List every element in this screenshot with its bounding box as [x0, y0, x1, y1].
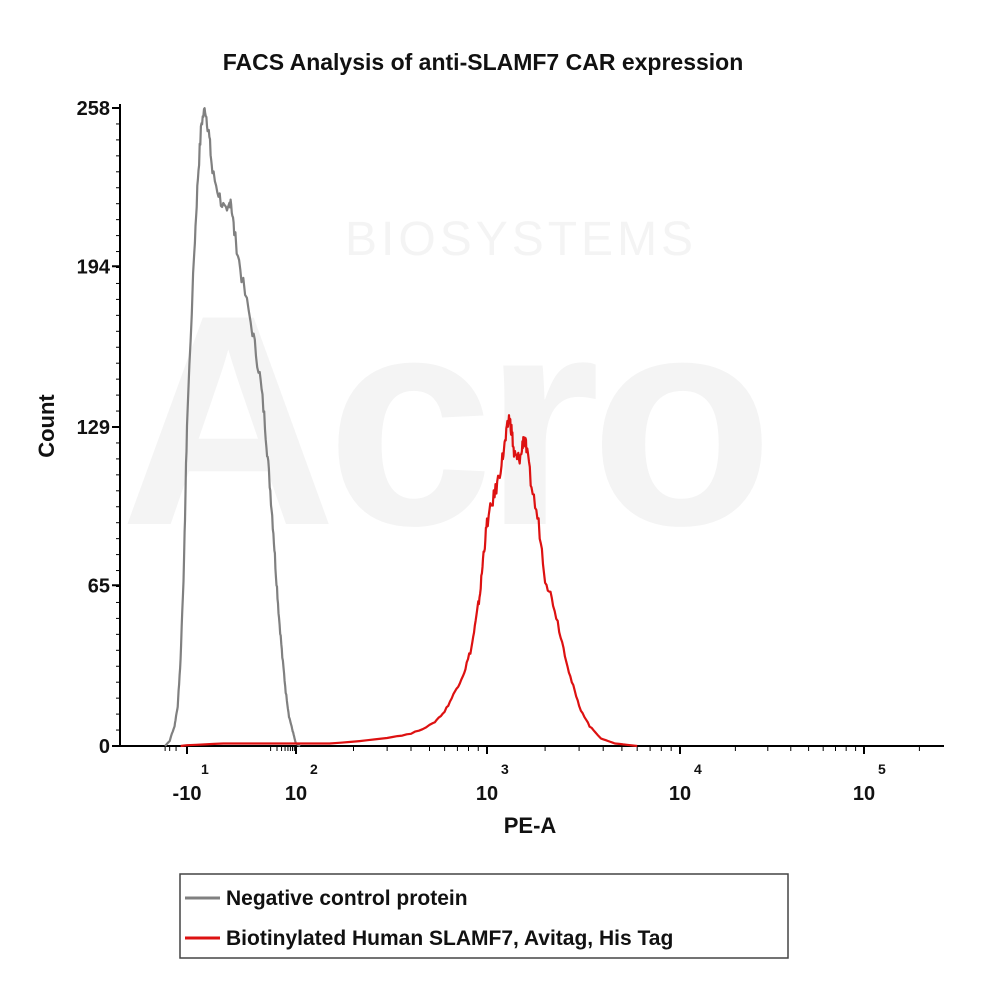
series-layer	[164, 107, 638, 748]
x-tick-label: 10	[853, 783, 875, 805]
x-tick-exponent: 1	[201, 761, 209, 777]
x-tick-label: 10	[476, 783, 498, 805]
y-minor-ticks	[116, 107, 120, 747]
x-tick-exponent: 5	[878, 761, 886, 777]
y-tick-label: 194	[77, 256, 111, 278]
x-tick-exponent: 2	[310, 761, 318, 777]
legend: Negative control protein Biotinylated Hu…	[179, 873, 789, 959]
y-tick-label: 258	[77, 98, 110, 120]
legend-label-negative: Negative control protein	[226, 887, 468, 910]
x-tick-exponent: 4	[694, 761, 702, 777]
legend-box	[179, 873, 789, 959]
y-ticks: 0 65 129 194 258	[77, 98, 120, 758]
x-minor-ticks	[164, 746, 920, 751]
x-tick-exponent: 3	[501, 761, 509, 777]
legend-label-biotinylated: Biotinylated Human SLAMF7, Avitag, His T…	[226, 927, 673, 950]
y-tick-label: 0	[99, 736, 110, 758]
y-tick-label: 129	[77, 417, 110, 439]
x-axis-label: PE-A	[504, 813, 557, 838]
y-axis-label: Count	[34, 394, 59, 458]
y-tick-label: 65	[88, 575, 110, 597]
chart-title: FACS Analysis of anti-SLAMF7 CAR express…	[223, 49, 744, 75]
series-line-1	[180, 414, 638, 748]
x-tick-label: -10	[173, 783, 202, 805]
x-tick-label: 10	[285, 783, 307, 805]
x-tick-label: 10	[669, 783, 691, 805]
series-line-0	[164, 107, 301, 747]
